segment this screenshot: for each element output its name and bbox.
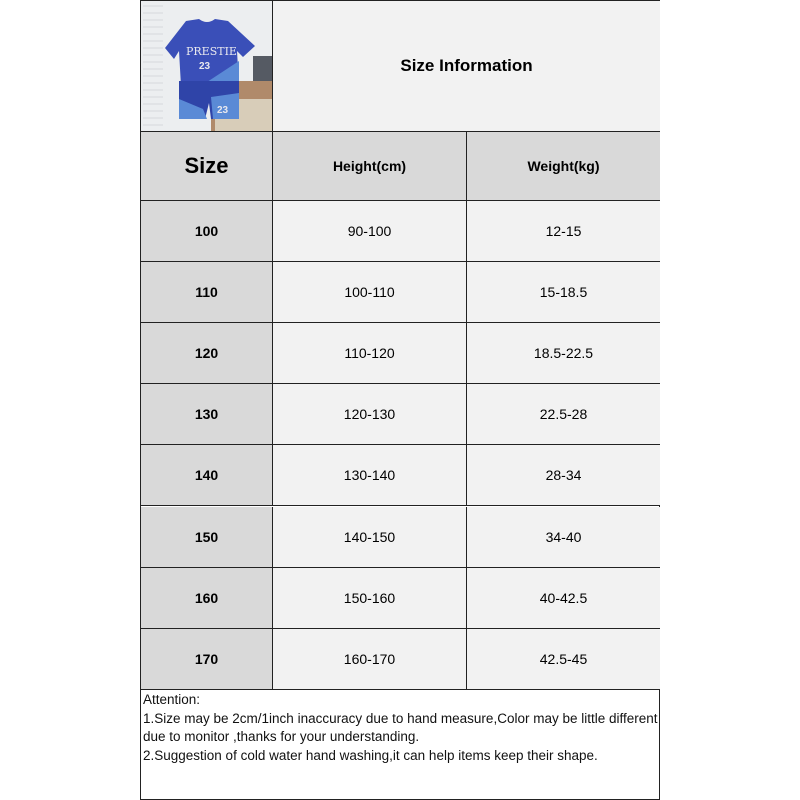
size-cell: 140	[141, 445, 273, 507]
height-cell: 130-140	[273, 445, 467, 507]
weight-cell: 42.5-45	[467, 628, 660, 690]
height-cell: 110-120	[273, 323, 467, 385]
size-cell: 160	[141, 567, 273, 629]
size-cell: 130	[141, 384, 273, 446]
height-cell: 100-110	[273, 262, 467, 324]
weight-cell: 40-42.5	[467, 567, 660, 629]
weight-cell: 12-15	[467, 201, 660, 262]
svg-text:PRESTIE: PRESTIE	[186, 45, 237, 58]
note-2: 2.Suggestion of cold water hand washing,…	[143, 747, 598, 763]
size-cell: 150	[141, 506, 273, 568]
height-cell: 150-160	[273, 567, 467, 629]
weight-cell: 22.5-28	[467, 384, 660, 446]
size-chart: PRESTIE 23 23 Size Information Size Heig…	[140, 0, 660, 800]
header-size: Size	[141, 132, 273, 201]
svg-text:23: 23	[199, 61, 211, 72]
weight-cell: 28-34	[467, 445, 660, 507]
size-cell: 120	[141, 323, 273, 385]
weight-cell: 18.5-22.5	[467, 323, 660, 385]
size-cell: 110	[141, 262, 273, 324]
svg-text:23: 23	[217, 105, 229, 116]
height-cell: 140-150	[273, 506, 467, 568]
page-title: Size Information	[273, 1, 660, 132]
height-cell: 120-130	[273, 384, 467, 446]
size-cell: 100	[141, 201, 273, 262]
header-height: Height(cm)	[273, 132, 467, 201]
size-cell: 170	[141, 628, 273, 690]
weight-cell: 15-18.5	[467, 262, 660, 324]
notes-heading: Attention:	[143, 692, 201, 707]
header-weight: Weight(kg)	[467, 132, 660, 201]
product-image: PRESTIE 23 23	[141, 1, 273, 132]
height-cell: 160-170	[273, 628, 467, 690]
weight-cell: 34-40	[467, 506, 660, 568]
note-1: 1.Size may be 2cm/1inch inaccuracy due t…	[143, 710, 658, 745]
attention-notes: Attention: 1.Size may be 2cm/1inch inacc…	[143, 691, 658, 765]
height-cell: 90-100	[273, 201, 467, 262]
